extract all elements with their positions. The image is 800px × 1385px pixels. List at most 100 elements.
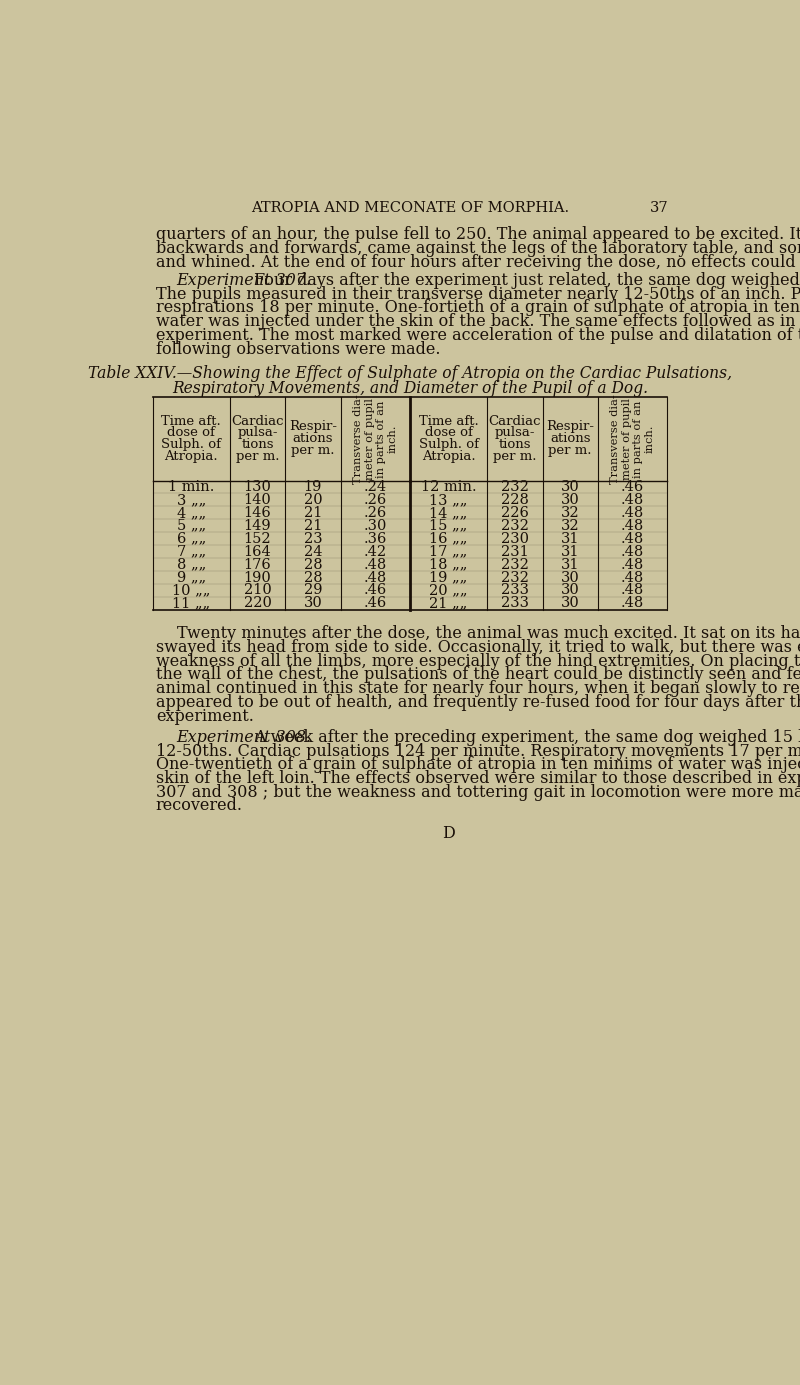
Text: A week after the preceding experiment, the same dog weighed 15 lbs. Pupil: A week after the preceding experiment, t… (254, 729, 800, 747)
Text: .48: .48 (621, 558, 644, 572)
Text: Experiment 308.: Experiment 308. (177, 729, 312, 747)
Text: 228: 228 (501, 493, 529, 507)
Text: 30: 30 (561, 571, 580, 584)
Text: 20 „„: 20 „„ (430, 583, 468, 597)
Text: 232: 232 (501, 571, 529, 584)
Text: the wall of the chest, the pulsations of the heart could be distinctly seen and : the wall of the chest, the pulsations of… (156, 666, 800, 683)
Text: Time aft.: Time aft. (418, 414, 478, 428)
Text: 190: 190 (243, 571, 271, 584)
Text: experiment.: experiment. (156, 708, 254, 724)
Text: 17 „„: 17 „„ (430, 544, 468, 558)
Text: 307 and 308 ; but the weakness and tottering gait in locomotion were more marked: 307 and 308 ; but the weakness and totte… (156, 784, 800, 801)
Text: 29: 29 (304, 583, 322, 597)
Text: experiment. The most marked were acceleration of the pulse and dilatation of the: experiment. The most marked were acceler… (156, 327, 800, 343)
Text: 1 min.: 1 min. (168, 481, 214, 494)
Text: 232: 232 (501, 519, 529, 533)
Text: .26: .26 (364, 506, 387, 519)
Text: 164: 164 (243, 544, 271, 558)
Text: 21 „„: 21 „„ (430, 597, 468, 611)
Text: 30: 30 (561, 481, 580, 494)
Text: .42: .42 (364, 544, 387, 558)
Text: 28: 28 (304, 571, 322, 584)
Text: 31: 31 (561, 532, 579, 546)
Text: 11 „„: 11 „„ (172, 597, 210, 611)
Text: .48: .48 (621, 519, 644, 533)
Text: 9 „„: 9 „„ (177, 571, 206, 584)
Text: 30: 30 (303, 597, 322, 611)
Text: pulsa-: pulsa- (238, 427, 278, 439)
Text: .48: .48 (621, 597, 644, 611)
Text: Four days after the experiment just related, the same dog weighed 16½ lbs.: Four days after the experiment just rela… (254, 271, 800, 289)
Text: Time aft.: Time aft. (162, 414, 221, 428)
Text: and whined. At the end of four hours after receiving the dose, no effects could : and whined. At the end of four hours aft… (156, 253, 800, 270)
Text: 16 „„: 16 „„ (430, 532, 468, 546)
Text: quarters of an hour, the pulse fell to 250. The animal appeared to be excited. I: quarters of an hour, the pulse fell to 2… (156, 226, 800, 244)
Text: .24: .24 (364, 481, 387, 494)
Text: .48: .48 (621, 493, 644, 507)
Text: .46: .46 (621, 481, 644, 494)
Text: 220: 220 (243, 597, 271, 611)
Text: swayed its head from side to side. Occasionally, it tried to walk, but there was: swayed its head from side to side. Occas… (156, 638, 800, 656)
Text: Sulph. of: Sulph. of (418, 439, 478, 452)
Text: tions: tions (498, 439, 531, 452)
Text: 3 „„: 3 „„ (177, 493, 206, 507)
Text: 30: 30 (561, 583, 580, 597)
Text: 30: 30 (561, 493, 580, 507)
Text: per m.: per m. (493, 450, 537, 464)
Text: .48: .48 (621, 506, 644, 519)
Text: 30: 30 (561, 597, 580, 611)
Text: backwards and forwards, came against the legs of the laboratory table, and somet: backwards and forwards, came against the… (156, 240, 800, 258)
Text: 232: 232 (501, 481, 529, 494)
Text: 28: 28 (304, 558, 322, 572)
Text: D: D (442, 825, 455, 842)
Text: .48: .48 (621, 583, 644, 597)
Text: .46: .46 (364, 597, 387, 611)
Text: water was injected under the skin of the back. The same effects followed as in t: water was injected under the skin of the… (156, 313, 800, 330)
Text: Experiment 307.: Experiment 307. (177, 271, 312, 289)
Text: 149: 149 (244, 519, 271, 533)
Text: .46: .46 (364, 583, 387, 597)
Text: Atropia.: Atropia. (165, 450, 218, 464)
Text: .30: .30 (364, 519, 387, 533)
Text: per m.: per m. (291, 445, 334, 457)
Text: per m.: per m. (549, 445, 592, 457)
Text: weakness of all the limbs, more especially of the hind extremities. On placing t: weakness of all the limbs, more especial… (156, 652, 800, 670)
Text: .48: .48 (364, 571, 387, 584)
Text: .48: .48 (621, 532, 644, 546)
Text: 18 „„: 18 „„ (430, 558, 468, 572)
Text: respirations 18 per minute. One-fortieth of a grain of sulphate of atropia in te: respirations 18 per minute. One-fortieth… (156, 299, 800, 316)
Text: Cardiac: Cardiac (231, 414, 284, 428)
Text: 15 „„: 15 „„ (430, 519, 468, 533)
Text: dose of: dose of (425, 427, 473, 439)
Text: Twenty minutes after the dose, the animal was much excited. It sat on its haunch: Twenty minutes after the dose, the anima… (177, 625, 800, 643)
Text: ATROPIA AND MECONATE OF MORPHIA.: ATROPIA AND MECONATE OF MORPHIA. (251, 201, 569, 215)
Text: 21: 21 (304, 506, 322, 519)
Text: .26: .26 (364, 493, 387, 507)
Text: 19: 19 (304, 481, 322, 494)
Text: 146: 146 (243, 506, 271, 519)
Text: 152: 152 (244, 532, 271, 546)
Text: The pupils measured in their transverse diameter nearly 12-50ths of an inch. Pul: The pupils measured in their transverse … (156, 285, 800, 303)
Text: ations: ations (550, 432, 590, 446)
Text: Transverse dia-
meter of pupil
in parts of an
inch.: Transverse dia- meter of pupil in parts … (353, 395, 398, 483)
Text: Cardiac: Cardiac (489, 414, 541, 428)
Text: 14 „„: 14 „„ (430, 506, 468, 519)
Text: 231: 231 (501, 544, 529, 558)
Text: 230: 230 (501, 532, 529, 546)
Text: 6 „„: 6 „„ (177, 532, 206, 546)
Text: .36: .36 (364, 532, 387, 546)
Text: Respir-: Respir- (546, 421, 594, 434)
Text: 226: 226 (501, 506, 529, 519)
Text: 23: 23 (304, 532, 322, 546)
Text: following observations were made.: following observations were made. (156, 341, 440, 357)
Text: .48: .48 (621, 571, 644, 584)
Text: Sulph. of: Sulph. of (162, 439, 222, 452)
Text: 210: 210 (243, 583, 271, 597)
Text: 4 „„: 4 „„ (177, 506, 206, 519)
Text: 32: 32 (561, 506, 579, 519)
Text: 233: 233 (501, 597, 529, 611)
Text: 19 „„: 19 „„ (430, 571, 468, 584)
Text: .48: .48 (621, 544, 644, 558)
Text: per m.: per m. (236, 450, 279, 464)
Text: 232: 232 (501, 558, 529, 572)
